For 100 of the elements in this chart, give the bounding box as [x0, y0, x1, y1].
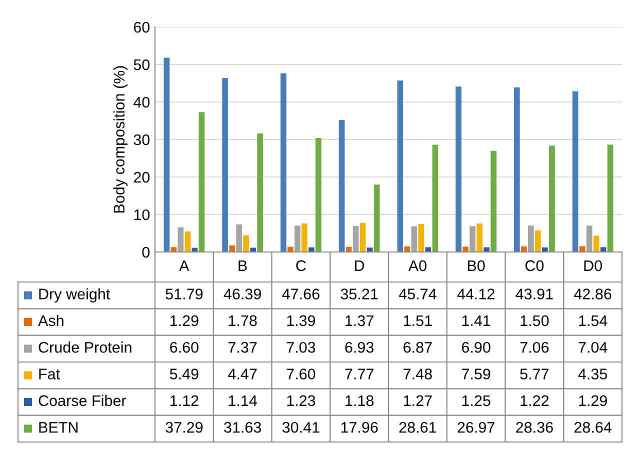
- data-label: 1.78: [228, 315, 257, 326]
- data-label: 1.51: [404, 315, 432, 326]
- x-tick-label: C0: [525, 260, 544, 272]
- bar: [338, 120, 345, 252]
- data-label: 5.49: [170, 368, 198, 380]
- data-label: 6.87: [404, 342, 432, 353]
- data-label: 28.36: [516, 422, 553, 433]
- data-label: 1.37: [346, 315, 374, 326]
- bar: [280, 73, 286, 252]
- data-label: 37.29: [166, 422, 203, 433]
- bar: [432, 144, 438, 252]
- x-tick-label: D0: [584, 260, 602, 272]
- bar: [236, 224, 242, 252]
- data-label: 42.86: [574, 288, 612, 300]
- data-label: 31.63: [224, 422, 262, 433]
- data-label: 30.41: [282, 422, 320, 433]
- data-label: 1.50: [520, 315, 549, 326]
- data-label: 1.29: [170, 315, 198, 326]
- bar: [549, 146, 555, 252]
- data-label: 7.03: [286, 342, 316, 353]
- data-label: 1.54: [579, 315, 608, 326]
- bar: [456, 86, 462, 252]
- bar: [490, 150, 496, 252]
- bar: [294, 226, 300, 252]
- bar: [316, 138, 322, 252]
- bar: [521, 246, 527, 252]
- data-label: 6.60: [170, 342, 198, 353]
- legend-label: Fat: [39, 368, 60, 380]
- data-label: 1.39: [287, 315, 316, 326]
- y-tick-label: 20: [134, 172, 150, 183]
- legend-label: Coarse Fiber: [38, 394, 126, 406]
- bar: [528, 226, 534, 252]
- y-tick-label: 10: [134, 209, 150, 220]
- bar: [360, 222, 366, 252]
- y-tick-label: 40: [134, 96, 150, 108]
- data-label: 17.96: [341, 422, 378, 433]
- bar: [586, 226, 592, 252]
- data-label: 6.93: [345, 342, 374, 353]
- bar: [184, 231, 191, 252]
- data-label: 7.60: [286, 368, 316, 380]
- data-label: 43.91: [516, 288, 553, 300]
- data-label: 47.66: [282, 288, 320, 300]
- x-tick-label: A0: [408, 260, 426, 272]
- data-label: 7.59: [462, 368, 490, 380]
- bar: [164, 58, 170, 252]
- bar: [542, 247, 548, 252]
- bar: [222, 78, 228, 252]
- bar: [257, 133, 263, 252]
- bar: [411, 226, 418, 252]
- bar: [198, 112, 205, 252]
- bar: [593, 236, 600, 252]
- y-tick-label: 0: [142, 246, 150, 258]
- data-label: 4.47: [228, 368, 257, 380]
- bar: [535, 230, 541, 252]
- data-label: 6.90: [462, 342, 490, 353]
- data-label: 7.37: [228, 342, 257, 353]
- data-label: 1.41: [462, 315, 490, 326]
- data-label: 1.22: [520, 395, 549, 406]
- x-tick-label: B0: [468, 260, 485, 272]
- bar: [250, 248, 256, 252]
- data-label: 4.35: [578, 368, 608, 380]
- data-label: 28.64: [574, 422, 612, 433]
- data-label: 1.25: [462, 395, 490, 406]
- legend-label: Dry weight: [39, 288, 110, 302]
- data-label: 1.23: [287, 395, 316, 406]
- y-tick-label: 50: [134, 59, 150, 70]
- data-label: 1.12: [170, 395, 198, 406]
- bar: [178, 227, 184, 252]
- bar: [229, 245, 235, 252]
- bar: [397, 80, 404, 252]
- legend-label: Crude Protein: [38, 342, 132, 353]
- data-label: 35.21: [340, 288, 378, 300]
- data-label: 44.12: [457, 288, 494, 300]
- bar: [579, 246, 586, 252]
- bar: [418, 224, 424, 252]
- bar: [462, 246, 468, 252]
- bar: [374, 184, 380, 252]
- data-label: 26.97: [458, 422, 494, 433]
- data-label: 7.06: [520, 342, 549, 353]
- data-label: 45.74: [398, 288, 436, 300]
- bar: [514, 87, 520, 252]
- data-label: 1.14: [228, 395, 257, 406]
- y-tick-label: 60: [134, 22, 150, 33]
- data-label: 7.77: [345, 368, 374, 380]
- y-axis-title: Body composition (%): [113, 66, 128, 213]
- data-label: 28.61: [399, 422, 436, 433]
- bar: [352, 226, 359, 252]
- data-label: 1.18: [346, 395, 374, 406]
- data-label: 51.79: [166, 288, 203, 300]
- legend-label: BETN: [39, 422, 78, 433]
- x-tick-label: A: [179, 260, 190, 271]
- data-label: 7.48: [404, 368, 432, 380]
- data-label: 1.27: [404, 395, 432, 406]
- bar: [302, 224, 308, 252]
- bar: [572, 91, 578, 252]
- x-tick-label: D: [355, 260, 364, 271]
- data-label: 1.29: [579, 395, 607, 406]
- bar: [607, 144, 614, 252]
- bar: [476, 224, 482, 252]
- y-tick-label: 30: [134, 134, 150, 146]
